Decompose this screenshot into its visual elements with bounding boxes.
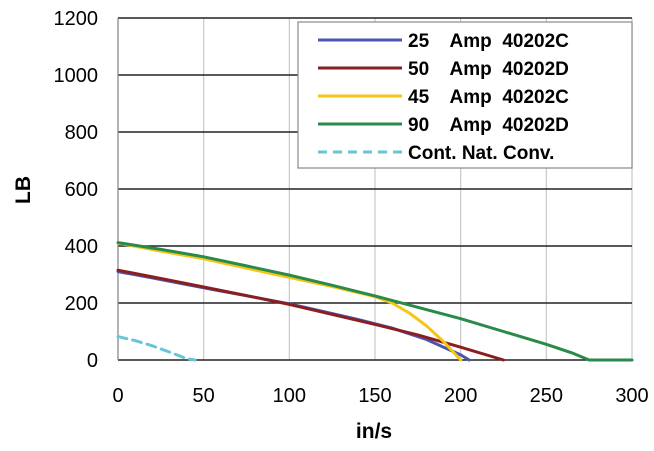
y-tick-label: 0 xyxy=(87,350,98,372)
axis-layer: LB in/s 0 200 400 600 800 1000 1200 0 50 100 150 20… xyxy=(12,8,649,443)
legend: 25 Amp 40202C 50 Amp 40202D 45 Amp 40202C 9… xyxy=(297,21,633,169)
series-line xyxy=(116,268,505,362)
series-line xyxy=(116,241,634,362)
y-axis-label: LB xyxy=(12,176,35,204)
x-tick-label: 0 xyxy=(112,385,123,407)
legend-label: 25 Amp 40202C xyxy=(408,31,569,52)
x-tick-label: 150 xyxy=(358,385,391,407)
legend-label: Cont. Nat. Conv. xyxy=(408,143,554,164)
x-tick-label: 200 xyxy=(444,385,477,407)
x-tick-label: 100 xyxy=(273,385,306,407)
x-axis-label: in/s xyxy=(356,420,392,443)
x-tick-label: 300 xyxy=(615,385,648,407)
legend-label: 50 Amp 40202D xyxy=(408,59,569,80)
y-tick-label: 400 xyxy=(65,236,98,258)
x-tick-label: 250 xyxy=(530,385,563,407)
legend-label: 90 Amp 40202D xyxy=(408,115,569,136)
x-tick-label: 50 xyxy=(193,385,215,407)
y-tick-label: 1200 xyxy=(54,8,99,30)
series-layer xyxy=(116,241,634,362)
y-tick-label: 800 xyxy=(65,122,98,144)
series-line xyxy=(116,270,471,362)
y-tick-label: 200 xyxy=(65,293,98,315)
legend-label: 45 Amp 40202C xyxy=(408,87,569,108)
y-tick-label: 600 xyxy=(65,179,98,201)
series-line xyxy=(116,335,197,362)
y-tick-label: 1000 xyxy=(54,65,99,87)
